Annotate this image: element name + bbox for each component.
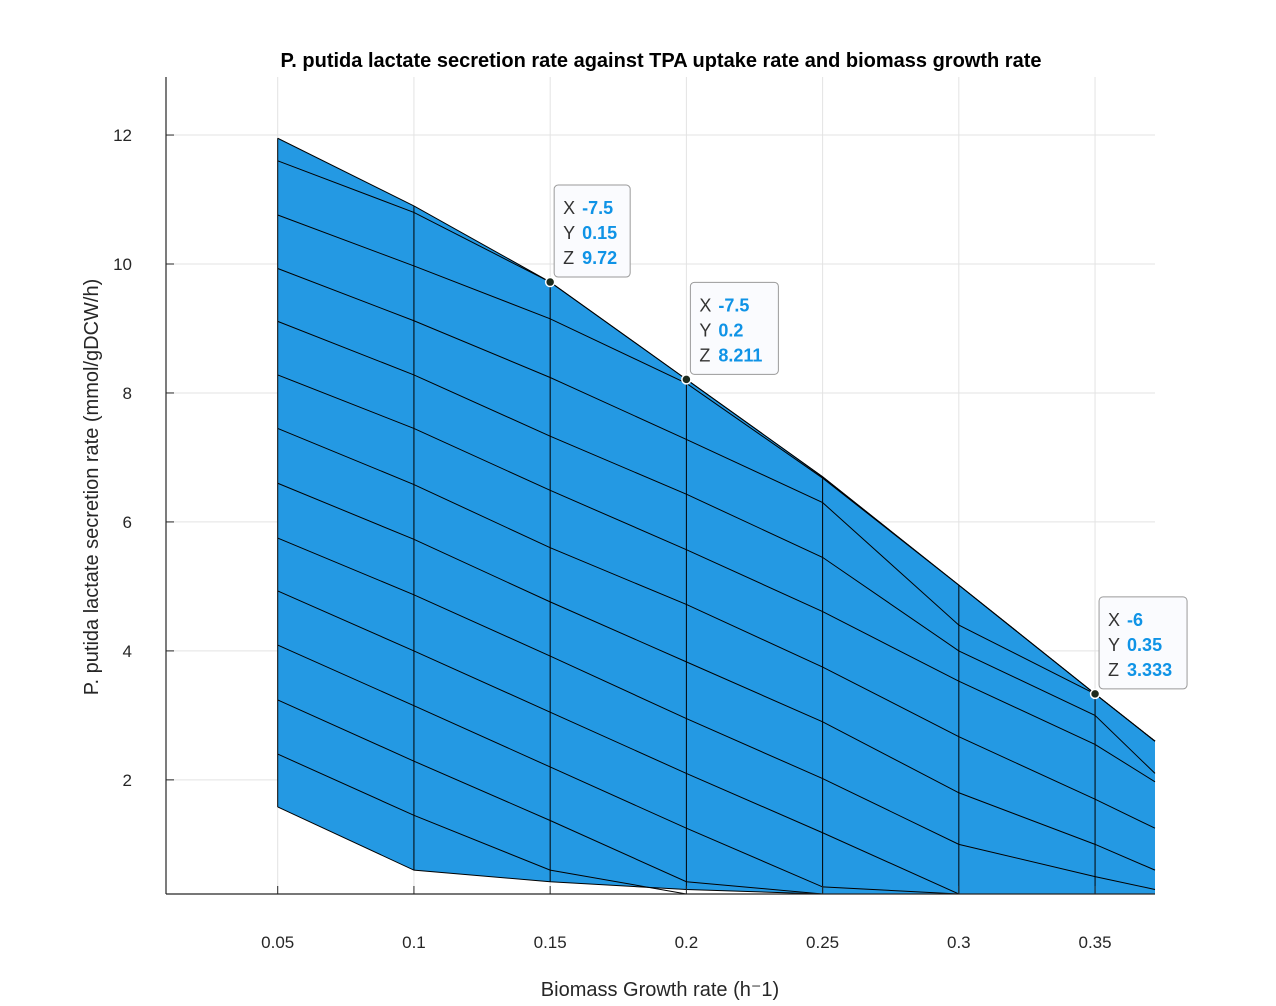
x-tick-label-1: 0.1 <box>402 933 426 952</box>
datatip-1-key-z: Z <box>699 345 710 365</box>
y-tick-label-3: 8 <box>123 384 132 403</box>
mesh-line-4 <box>277 320 1156 774</box>
datatip-1-key-y: Y <box>699 320 711 340</box>
datatip-0-value-z: 9.72 <box>582 248 617 268</box>
chart-title: P. putida lactate secretion rate against… <box>281 50 1042 72</box>
y-tick-label-0: 2 <box>123 771 132 790</box>
datatip-box-2[interactable] <box>1098 596 1188 690</box>
datatip-2-key-z: Z <box>1108 660 1119 680</box>
datatip-box-1[interactable] <box>689 281 779 375</box>
x-tick-label-4: 0.25 <box>806 933 839 952</box>
mesh-line-7 <box>277 482 1156 871</box>
mesh-line-3 <box>277 268 1156 742</box>
x-tick-label-2: 0.15 <box>534 933 567 952</box>
y-tick-label-2: 6 <box>123 513 132 532</box>
mesh-line-6 <box>277 427 1156 829</box>
datatip-0-value-y: 0.15 <box>582 223 617 243</box>
datatip-2-value-z: 3.333 <box>1127 660 1172 680</box>
datatip-1-value-z: 8.211 <box>718 345 762 365</box>
datatip-0-key-x: X <box>563 198 575 218</box>
x-tick-label-0: 0.05 <box>261 933 294 952</box>
y-tick-label-4: 10 <box>113 255 132 274</box>
surface-fill[interactable] <box>277 138 1156 894</box>
mesh-line-2 <box>277 214 1156 742</box>
datatip-1-value-y: 0.2 <box>718 320 743 340</box>
datatip-2-key-y: Y <box>1108 635 1120 655</box>
y-tick-label-5: 12 <box>113 126 132 145</box>
mesh-line-5 <box>277 374 1156 783</box>
datatip-1-value-x: -7.5 <box>718 295 749 315</box>
datatip-0-key-y: Y <box>563 223 575 243</box>
datatip-marker-0[interactable] <box>544 276 556 288</box>
datatip-1-key-x: X <box>699 295 711 315</box>
datatip-marker-1[interactable] <box>681 374 692 385</box>
y-axis-title: P. putida lactate secretion rate (mmol/g… <box>81 279 103 695</box>
datatip-2-value-y: 0.35 <box>1127 635 1162 655</box>
x-tick-label-6: 0.35 <box>1079 933 1112 952</box>
datatip-box-0[interactable] <box>553 184 631 278</box>
datatip-0-value-x: -7.5 <box>582 198 613 218</box>
mesh-line-8 <box>277 537 1156 890</box>
datatip-2-value-x: -6 <box>1127 610 1143 630</box>
x-tick-label-3: 0.2 <box>675 933 699 952</box>
datatip-0-key-z: Z <box>563 248 574 268</box>
x-axis-title: Biomass Growth rate (h⁻1) <box>541 979 779 1001</box>
y-tick-label-1: 4 <box>123 642 132 661</box>
x-tick-label-5: 0.3 <box>947 933 971 952</box>
datatip-2-key-x: X <box>1108 610 1120 630</box>
datatip-marker-2[interactable] <box>1089 688 1101 700</box>
